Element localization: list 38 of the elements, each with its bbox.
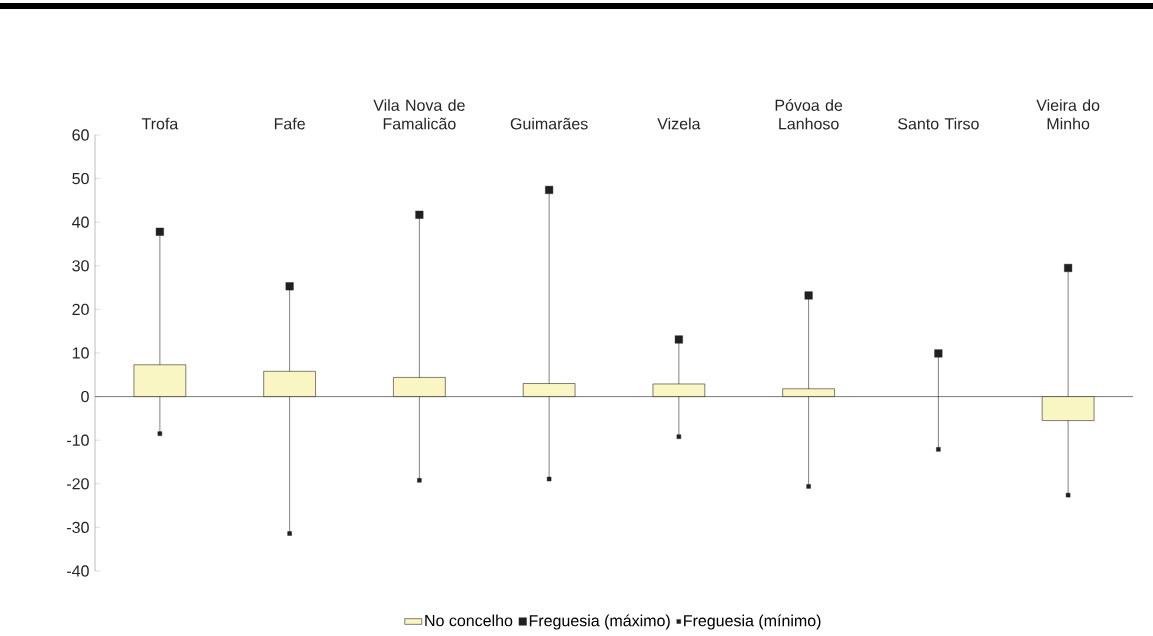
point [155, 227, 164, 236]
x-tick-label: Fafe [274, 117, 305, 130]
y-tick-label: -30 [67, 521, 89, 534]
y-tick-label: 30 [72, 260, 89, 272]
point [287, 531, 292, 536]
y-tick-label: 60 [72, 129, 89, 141]
point [546, 476, 552, 482]
point [415, 210, 424, 219]
y-tick-label: 0 [81, 390, 89, 403]
y-tick-label: -40 [67, 565, 89, 577]
x-tick-label: Vila Nova de Famalicão [373, 99, 465, 130]
legend-label: Freguesia (máximo) [529, 614, 670, 630]
x-tick-label: Vieira do Minho [1036, 99, 1100, 130]
point [1065, 492, 1071, 498]
y-tick-label: -10 [67, 434, 89, 446]
x-tick-label: Vizela [657, 117, 701, 130]
point [545, 185, 554, 194]
y-tick-label: 10 [72, 347, 89, 359]
y-tick-label: 40 [72, 216, 89, 228]
y-tick-label: 20 [72, 303, 89, 316]
point [806, 484, 811, 489]
legend-label: No concelho [425, 614, 513, 627]
x-tick-label: Santo Tirso [898, 117, 979, 130]
point [804, 291, 813, 300]
y-tick-label: -20 [67, 478, 89, 490]
x-tick-label: Póvoa de Lanhoso [775, 99, 843, 130]
point [285, 282, 294, 291]
point [936, 447, 941, 452]
point [674, 335, 683, 344]
point [934, 349, 943, 358]
point [1064, 263, 1073, 272]
point [157, 431, 163, 436]
point [417, 478, 422, 483]
point [676, 434, 682, 439]
legend-label: Freguesia (mínimo) [684, 614, 821, 630]
x-tick-label: Trofa [141, 117, 179, 130]
x-tick-label: Guimarães [510, 117, 588, 130]
y-tick-label: 50 [72, 172, 89, 185]
